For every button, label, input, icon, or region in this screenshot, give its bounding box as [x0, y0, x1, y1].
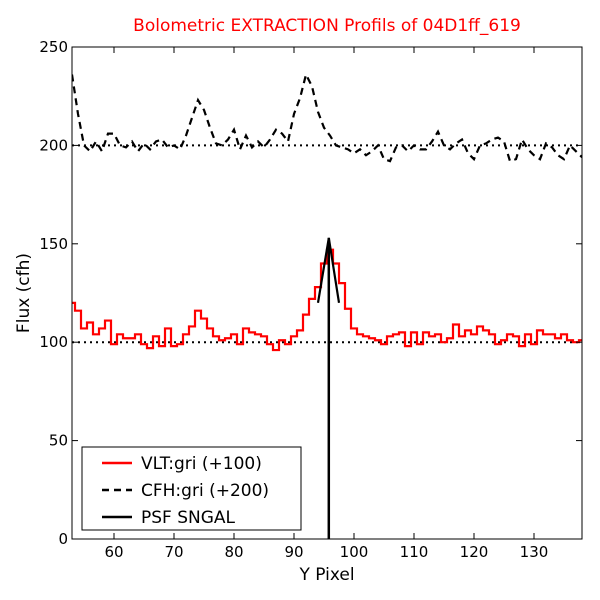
series-line	[72, 248, 582, 352]
y-tick-label: 250	[39, 38, 68, 56]
y-tick-label: 0	[58, 530, 68, 548]
x-tick-label: 60	[104, 543, 123, 561]
chart-title: Bolometric EXTRACTION Profils of 04D1ff_…	[133, 16, 521, 36]
legend-label: CFH:gri (+200)	[141, 481, 269, 501]
y-tick-label: 100	[39, 333, 68, 351]
legend: VLT:gri (+100) CFH:gri (+200) PSF SNGAL	[81, 446, 302, 531]
legend-label: PSF SNGAL	[141, 508, 236, 528]
y-tick-label: 150	[39, 235, 68, 253]
series-layer	[72, 71, 582, 539]
y-axis-label: Flux (cfh)	[14, 253, 34, 333]
plot-frame	[71, 46, 583, 540]
x-tick-label: 130	[520, 543, 549, 561]
series-line	[72, 71, 582, 163]
x-tick-label: 90	[284, 543, 303, 561]
x-axis-label: Y Pixel	[298, 565, 354, 585]
x-tick-label: 70	[164, 543, 183, 561]
legend-label: VLT:gri (+100)	[141, 454, 262, 474]
y-tick-label: 50	[49, 432, 68, 450]
y-tick-label: 200	[39, 136, 68, 154]
reference-lines	[72, 144, 582, 344]
x-axis: 60 70 80 90 100 110 120 130	[104, 47, 548, 561]
x-tick-label: 110	[400, 543, 429, 561]
x-tick-label: 80	[224, 543, 243, 561]
x-tick-label: 120	[460, 543, 489, 561]
x-tick-label: 100	[340, 543, 369, 561]
y-axis: 0 50 100 150 200 250	[39, 38, 582, 548]
